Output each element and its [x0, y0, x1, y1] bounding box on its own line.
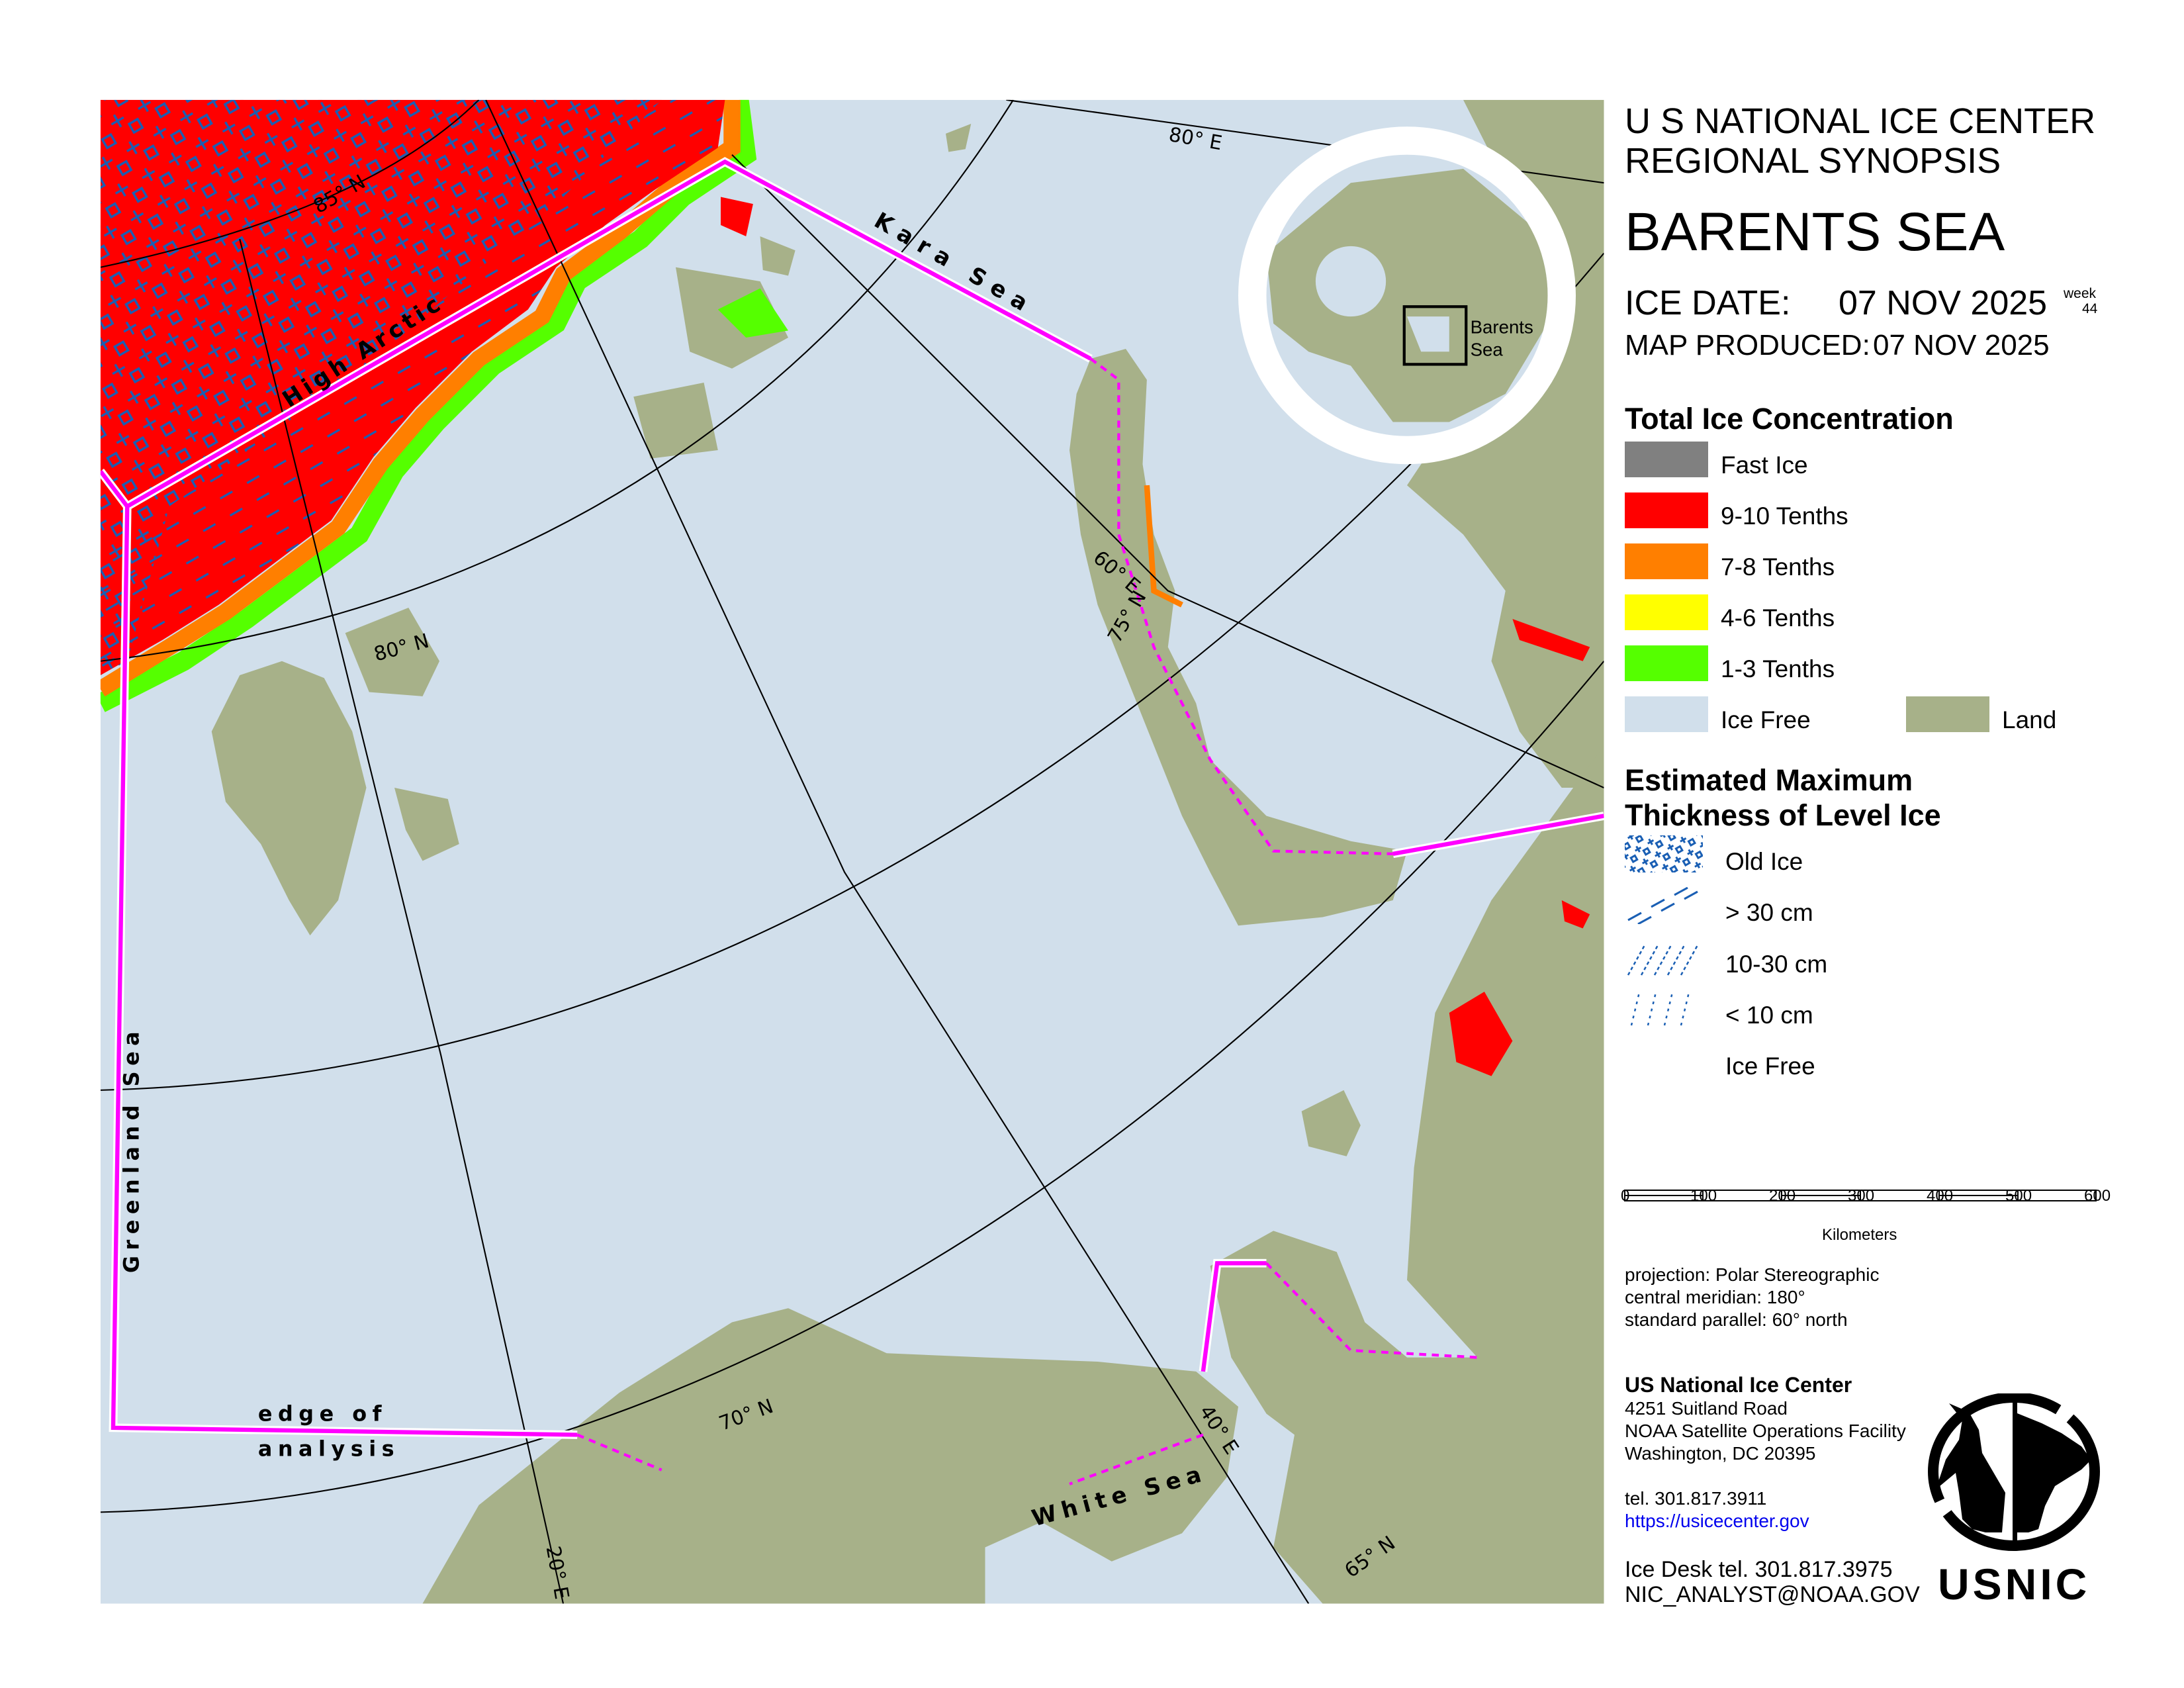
scale-bar-graphic [1624, 1190, 2097, 1201]
inset-region-box [1402, 305, 1468, 366]
legend-label: Old Ice [1725, 848, 1803, 875]
legend-label: 7-8 Tenths [1721, 553, 1835, 581]
legend-label: Fast Ice [1721, 451, 1808, 479]
novaya-zemlya [1069, 349, 1407, 926]
standard-parallel-line: standard parallel: 60° north [1625, 1309, 1848, 1330]
thickness-legend-title-2: Thickness of Level Ice [1625, 798, 1941, 832]
swatch-4-6 [1625, 594, 1708, 630]
swatch-9-10 [1625, 492, 1708, 528]
coastal-ice [721, 197, 1590, 1076]
legend-label: 4-6 Tenths [1721, 604, 1835, 632]
thickness-legend-title-1: Estimated Maximum [1625, 763, 1913, 797]
label-edge-of: edge of [258, 1401, 387, 1426]
contact-address-2: NOAA Satellite Operations Facility [1625, 1421, 1906, 1441]
header-product: REGIONAL SYNOPSIS [1625, 141, 2001, 181]
contact-tel: tel. 301.817.3911 [1625, 1488, 1767, 1509]
legend-label: Ice Free [1725, 1053, 1815, 1080]
central-meridian-line: central meridian: 180° [1625, 1287, 1805, 1307]
legend-label-land: Land [2002, 706, 2057, 733]
ice-date-value: 07 NOV 2025 [1839, 284, 2048, 322]
medium-ice-hatch-icon [1627, 945, 1699, 976]
old-ice-hatch-icon [1625, 835, 1703, 872]
concentration-legend-title: Total Ice Concentration [1625, 402, 1954, 436]
week-label: week [2064, 286, 2097, 301]
scandinavia-kola [422, 1308, 1238, 1604]
old-ice-hatch [100, 99, 662, 563]
map-produced-label: MAP PRODUCED: [1625, 329, 1870, 361]
region-title: BARENTS SEA [1625, 202, 2005, 262]
label-greenland-sea: Greenland Sea [118, 1026, 144, 1273]
contact-address-1: 4251 Suitland Road [1625, 1398, 1788, 1419]
legend-label: 1-3 Tenths [1721, 655, 1835, 682]
swatch-fast-ice [1625, 442, 1708, 477]
ice-desk-tel: Ice Desk tel. 301.817.3975 [1625, 1557, 1893, 1582]
swatch-land [1906, 696, 1989, 732]
northwest-russia [1210, 745, 1604, 1604]
legend-label: 10-30 cm [1725, 951, 1828, 978]
projection-line: projection: Polar Stereographic [1625, 1264, 1880, 1285]
ice-1-3-tenths [100, 99, 757, 712]
thin-ice-hatch-icon [1630, 992, 1690, 1026]
thick-ice-hatch-icon [1627, 887, 1698, 924]
header-agency: U S NATIONAL ICE CENTER [1625, 101, 2096, 141]
website-link[interactable]: https://usicecenter.gov [1625, 1511, 1809, 1531]
swatch-ice-free [1625, 696, 1708, 732]
contact-email: NIC_ANALYST@NOAA.GOV [1625, 1582, 1920, 1607]
map-produced-value: 07 NOV 2025 [1873, 329, 2050, 361]
label-analysis: analysis [258, 1436, 400, 1461]
logo-text: USNIC [1938, 1560, 2091, 1609]
kolguev-island [1301, 1090, 1361, 1156]
svalbard [211, 661, 367, 936]
ice-date-label: ICE DATE: [1625, 284, 1791, 322]
penguin-bear-emblem-icon [1928, 1393, 2100, 1551]
legend-label: > 30 cm [1725, 899, 1813, 926]
legend-label: Ice Free [1721, 706, 1811, 733]
graticule [100, 99, 1604, 1604]
legend-label: < 10 cm [1725, 1002, 1813, 1029]
locator-inset: Barents Sea [1238, 126, 1576, 465]
inset-label-barents: Barents [1471, 317, 1533, 338]
scale-unit: Kilometers [1822, 1226, 1897, 1244]
week-number: 44 [2082, 301, 2098, 316]
contact-address-3: Washington, DC 20395 [1625, 1443, 1816, 1464]
land [211, 99, 1604, 1604]
analysis-boundary [100, 157, 1604, 1485]
inset-label-sea: Sea [1471, 340, 1504, 360]
contact-org: US National Ice Center [1625, 1373, 1852, 1397]
swatch-7-8 [1625, 543, 1708, 579]
legend-label: 9-10 Tenths [1721, 502, 1848, 530]
swatch-1-3 [1625, 645, 1708, 681]
